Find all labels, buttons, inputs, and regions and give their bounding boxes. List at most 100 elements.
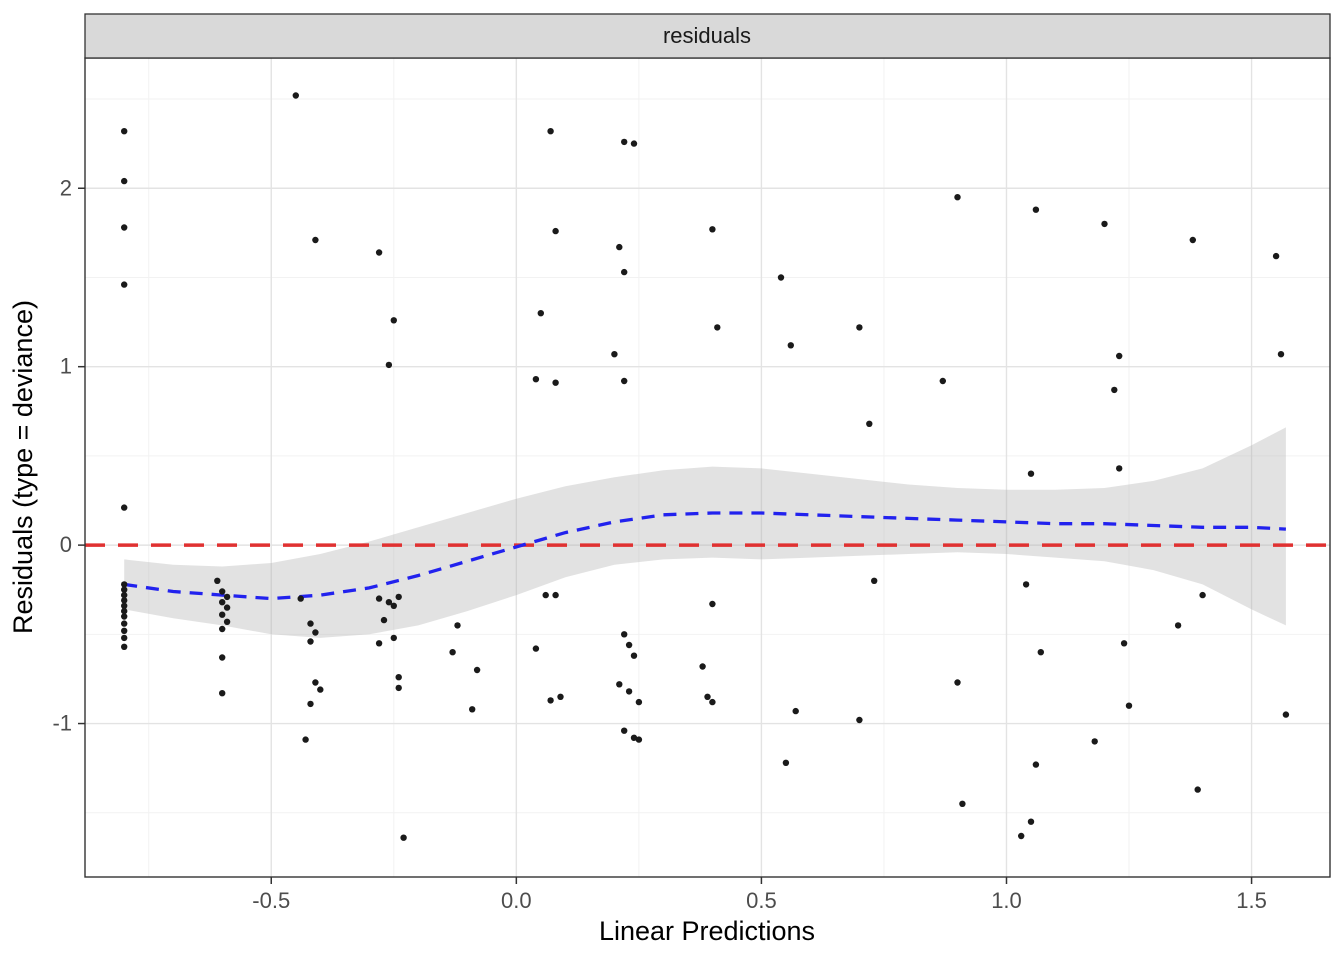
- data-point: [709, 698, 716, 706]
- data-point: [307, 638, 314, 645]
- data-point: [537, 310, 544, 317]
- data-point: [121, 602, 128, 609]
- data-point: [1027, 818, 1035, 825]
- data-point: [787, 342, 794, 349]
- data-point: [395, 674, 402, 681]
- smooth-curve: [123, 511, 1286, 601]
- data-point: [390, 602, 397, 609]
- data-point: [1272, 252, 1280, 260]
- ribbon-area: [124, 427, 1286, 638]
- data-point: [121, 627, 128, 634]
- x-axis-title: Linear Predictions: [599, 916, 815, 946]
- data-point: [1111, 386, 1118, 394]
- y-tick-label: -1: [52, 711, 72, 736]
- data-point: [532, 376, 540, 383]
- data-point: [625, 688, 633, 695]
- data-point: [699, 663, 706, 670]
- data-point: [121, 128, 128, 135]
- data-point: [630, 140, 638, 147]
- data-point: [1032, 206, 1040, 213]
- data-point: [317, 686, 324, 693]
- data-point: [219, 654, 226, 661]
- data-point: [954, 194, 961, 201]
- data-point: [121, 586, 128, 593]
- data-point: [1125, 702, 1133, 709]
- data-point: [856, 716, 863, 724]
- data-point: [1174, 622, 1182, 629]
- x-tick-label: -0.5: [252, 888, 290, 913]
- data-point: [395, 684, 402, 692]
- data-point: [866, 420, 873, 427]
- data-point: [552, 591, 559, 599]
- y-tick-label: 0: [60, 532, 72, 557]
- data-point: [121, 634, 128, 642]
- data-point: [219, 690, 226, 697]
- data-point: [635, 698, 643, 706]
- data-point: [390, 634, 397, 642]
- data-point: [121, 597, 128, 604]
- data-point: [1199, 591, 1206, 599]
- y-axis-title: Residuals (type = deviance): [8, 300, 38, 634]
- data-point: [621, 377, 628, 385]
- data-point: [297, 595, 304, 602]
- data-point: [1022, 581, 1030, 588]
- smooth-line: [123, 511, 1286, 601]
- data-point: [630, 734, 638, 741]
- data-point: [307, 700, 314, 708]
- data-point: [400, 834, 407, 841]
- data-point: [1018, 832, 1025, 840]
- data-point: [121, 177, 128, 185]
- y-tick-label: 2: [60, 175, 72, 200]
- data-point: [312, 629, 319, 636]
- data-point: [709, 600, 716, 608]
- data-point: [616, 243, 623, 251]
- x-tick-label: 1.5: [1236, 888, 1267, 913]
- facet-strip-label: residuals: [663, 23, 751, 48]
- data-point: [121, 581, 128, 588]
- data-point: [704, 693, 711, 700]
- data-point: [552, 227, 559, 235]
- data-point: [954, 679, 961, 686]
- gridlines-minor: [85, 58, 1330, 877]
- data-point: [621, 268, 628, 276]
- axis-ticks: [78, 187, 1253, 884]
- data-point: [121, 620, 128, 627]
- data-point: [635, 736, 643, 743]
- data-point: [542, 591, 549, 599]
- data-point: [121, 643, 128, 650]
- data-point: [375, 640, 383, 647]
- x-tick-label: 0.5: [746, 888, 777, 913]
- data-point: [385, 599, 393, 606]
- data-point: [454, 622, 461, 629]
- data-point: [1116, 465, 1123, 472]
- data-point: [1189, 236, 1197, 244]
- data-point: [385, 361, 393, 369]
- x-tick-label: 0.0: [501, 888, 532, 913]
- data-point: [1091, 738, 1098, 745]
- data-point: [473, 666, 481, 674]
- data-point: [782, 759, 790, 766]
- y-tick-label: 1: [60, 354, 72, 379]
- data-point: [959, 800, 966, 807]
- data-point: [709, 226, 716, 233]
- data-point: [621, 727, 628, 734]
- gridlines-major: [85, 58, 1330, 877]
- data-point: [621, 138, 628, 146]
- data-point: [1027, 470, 1035, 477]
- data-point: [469, 706, 476, 713]
- data-point: [611, 351, 618, 358]
- x-tick-label: 1.0: [991, 888, 1022, 913]
- data-point: [223, 593, 231, 601]
- axis-tick-labels: -0.5 0.0 0.5 1.0 1.5 -1 0 1 2: [52, 175, 1266, 913]
- data-point: [1032, 761, 1040, 768]
- data-point: [1194, 786, 1201, 793]
- data-point: [1277, 351, 1285, 358]
- data-point: [121, 591, 128, 599]
- data-point: [1120, 640, 1128, 647]
- data-point: [792, 707, 799, 715]
- data-point: [777, 274, 785, 281]
- data-point: [1116, 352, 1123, 360]
- data-point: [219, 599, 226, 606]
- data-point: [871, 577, 878, 584]
